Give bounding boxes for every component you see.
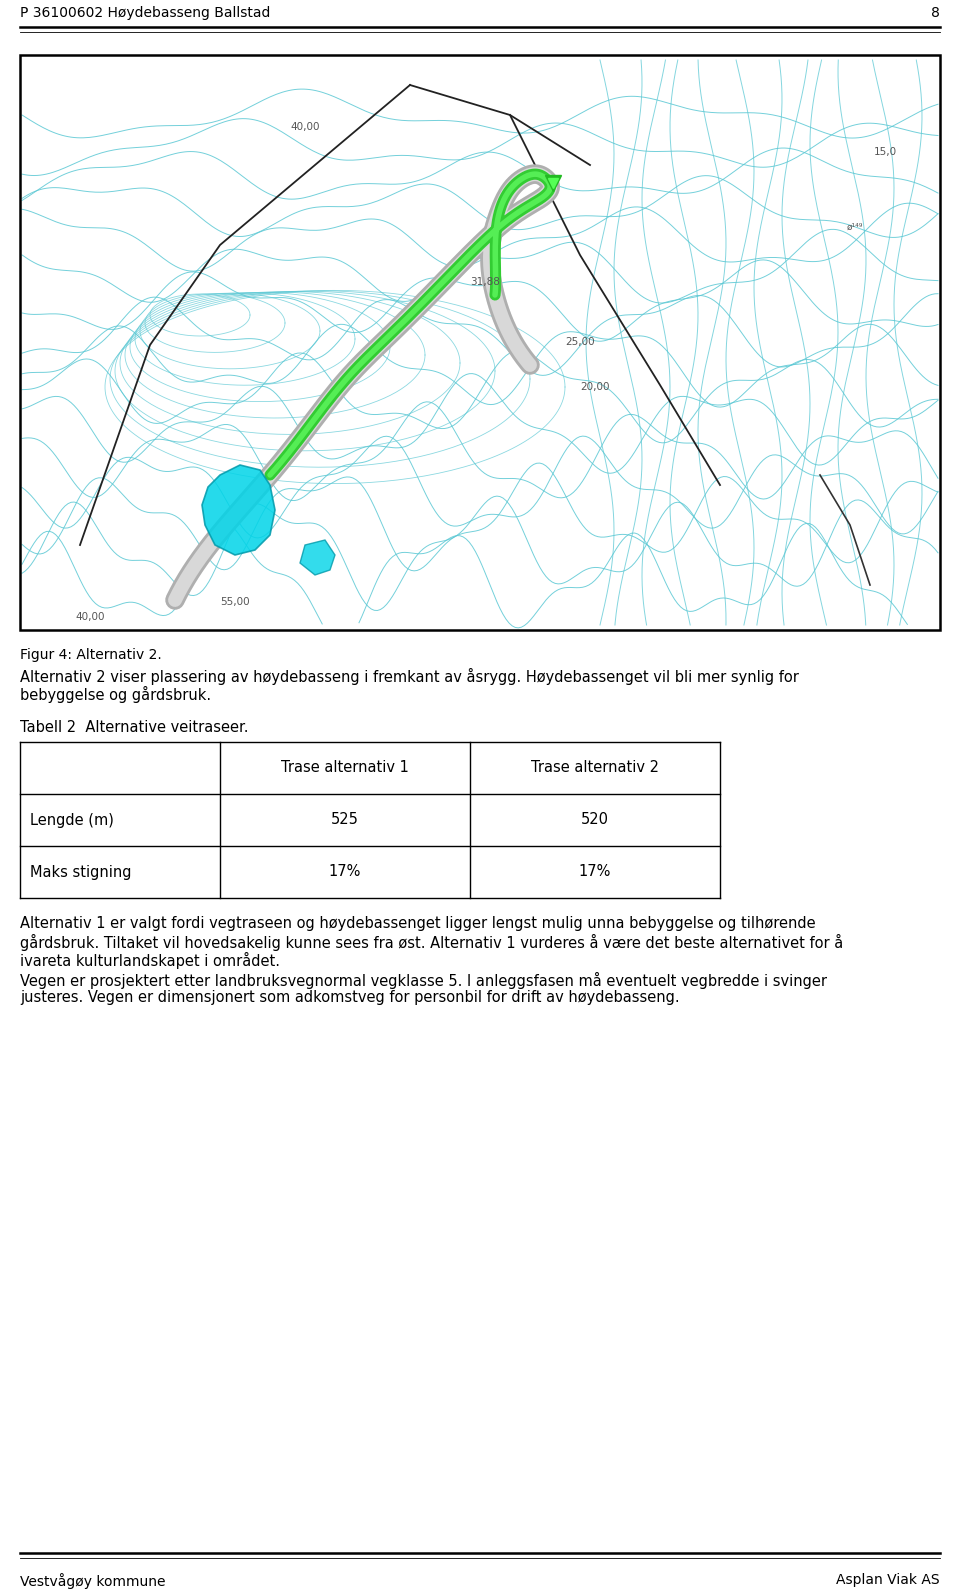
Bar	[20, 56, 940, 629]
Text: Vestvågøy kommune: Vestvågøy kommune	[20, 1572, 165, 1588]
Text: Figur 4: Alternativ 2.: Figur 4: Alternativ 2.	[20, 648, 161, 663]
Text: 31,88: 31,88	[470, 277, 500, 287]
Text: 25,00: 25,00	[565, 338, 595, 347]
Text: ivareta kulturlandskapet i området.: ivareta kulturlandskapet i området.	[20, 953, 280, 969]
Text: Trase alternativ 2: Trase alternativ 2	[531, 760, 659, 776]
Text: 15,0: 15,0	[874, 147, 897, 158]
Text: ø¹⁴⁹: ø¹⁴⁹	[847, 223, 863, 233]
Text: 20,00: 20,00	[580, 382, 610, 392]
Text: 17%: 17%	[579, 865, 612, 879]
Text: Asplan Viak AS: Asplan Viak AS	[836, 1572, 940, 1587]
Text: Alternativ 2 viser plassering av høydebasseng i fremkant av åsrygg. Høydebasseng: Alternativ 2 viser plassering av høydeba…	[20, 667, 799, 685]
Text: Vegen er prosjektert etter landbruksvegnormal vegklasse 5. I anleggsfasen må eve: Vegen er prosjektert etter landbruksvegn…	[20, 972, 827, 989]
Bar	[20, 56, 940, 629]
Text: 40,00: 40,00	[75, 612, 105, 621]
Text: 17%: 17%	[329, 865, 361, 879]
Polygon shape	[300, 540, 335, 575]
Text: 520: 520	[581, 812, 609, 827]
Text: 40,00: 40,00	[290, 123, 320, 132]
Polygon shape	[202, 465, 275, 554]
Text: P 36100602 Høydebasseng Ballstad: P 36100602 Høydebasseng Ballstad	[20, 6, 271, 21]
Text: Lengde (m): Lengde (m)	[30, 812, 114, 827]
Text: bebyggelse og gårdsbruk.: bebyggelse og gårdsbruk.	[20, 687, 211, 703]
Text: 8: 8	[931, 6, 940, 21]
Text: 525: 525	[331, 812, 359, 827]
Text: justeres. Vegen er dimensjonert som adkomstveg for personbil for drift av høydeb: justeres. Vegen er dimensjonert som adko…	[20, 989, 680, 1005]
Text: gårdsbruk. Tiltaket vil hovedsakelig kunne sees fra øst. Alternativ 1 vurderes å: gårdsbruk. Tiltaket vil hovedsakelig kun…	[20, 933, 843, 951]
Text: Trase alternativ 1: Trase alternativ 1	[281, 760, 409, 776]
Text: Tabell 2  Alternative veitraseer.: Tabell 2 Alternative veitraseer.	[20, 720, 249, 734]
Text: Alternativ 1 er valgt fordi vegtraseen og høydebassenget ligger lengst mulig unn: Alternativ 1 er valgt fordi vegtraseen o…	[20, 916, 816, 930]
Text: Maks stigning: Maks stigning	[30, 865, 132, 879]
Text: 55,00: 55,00	[220, 597, 250, 607]
